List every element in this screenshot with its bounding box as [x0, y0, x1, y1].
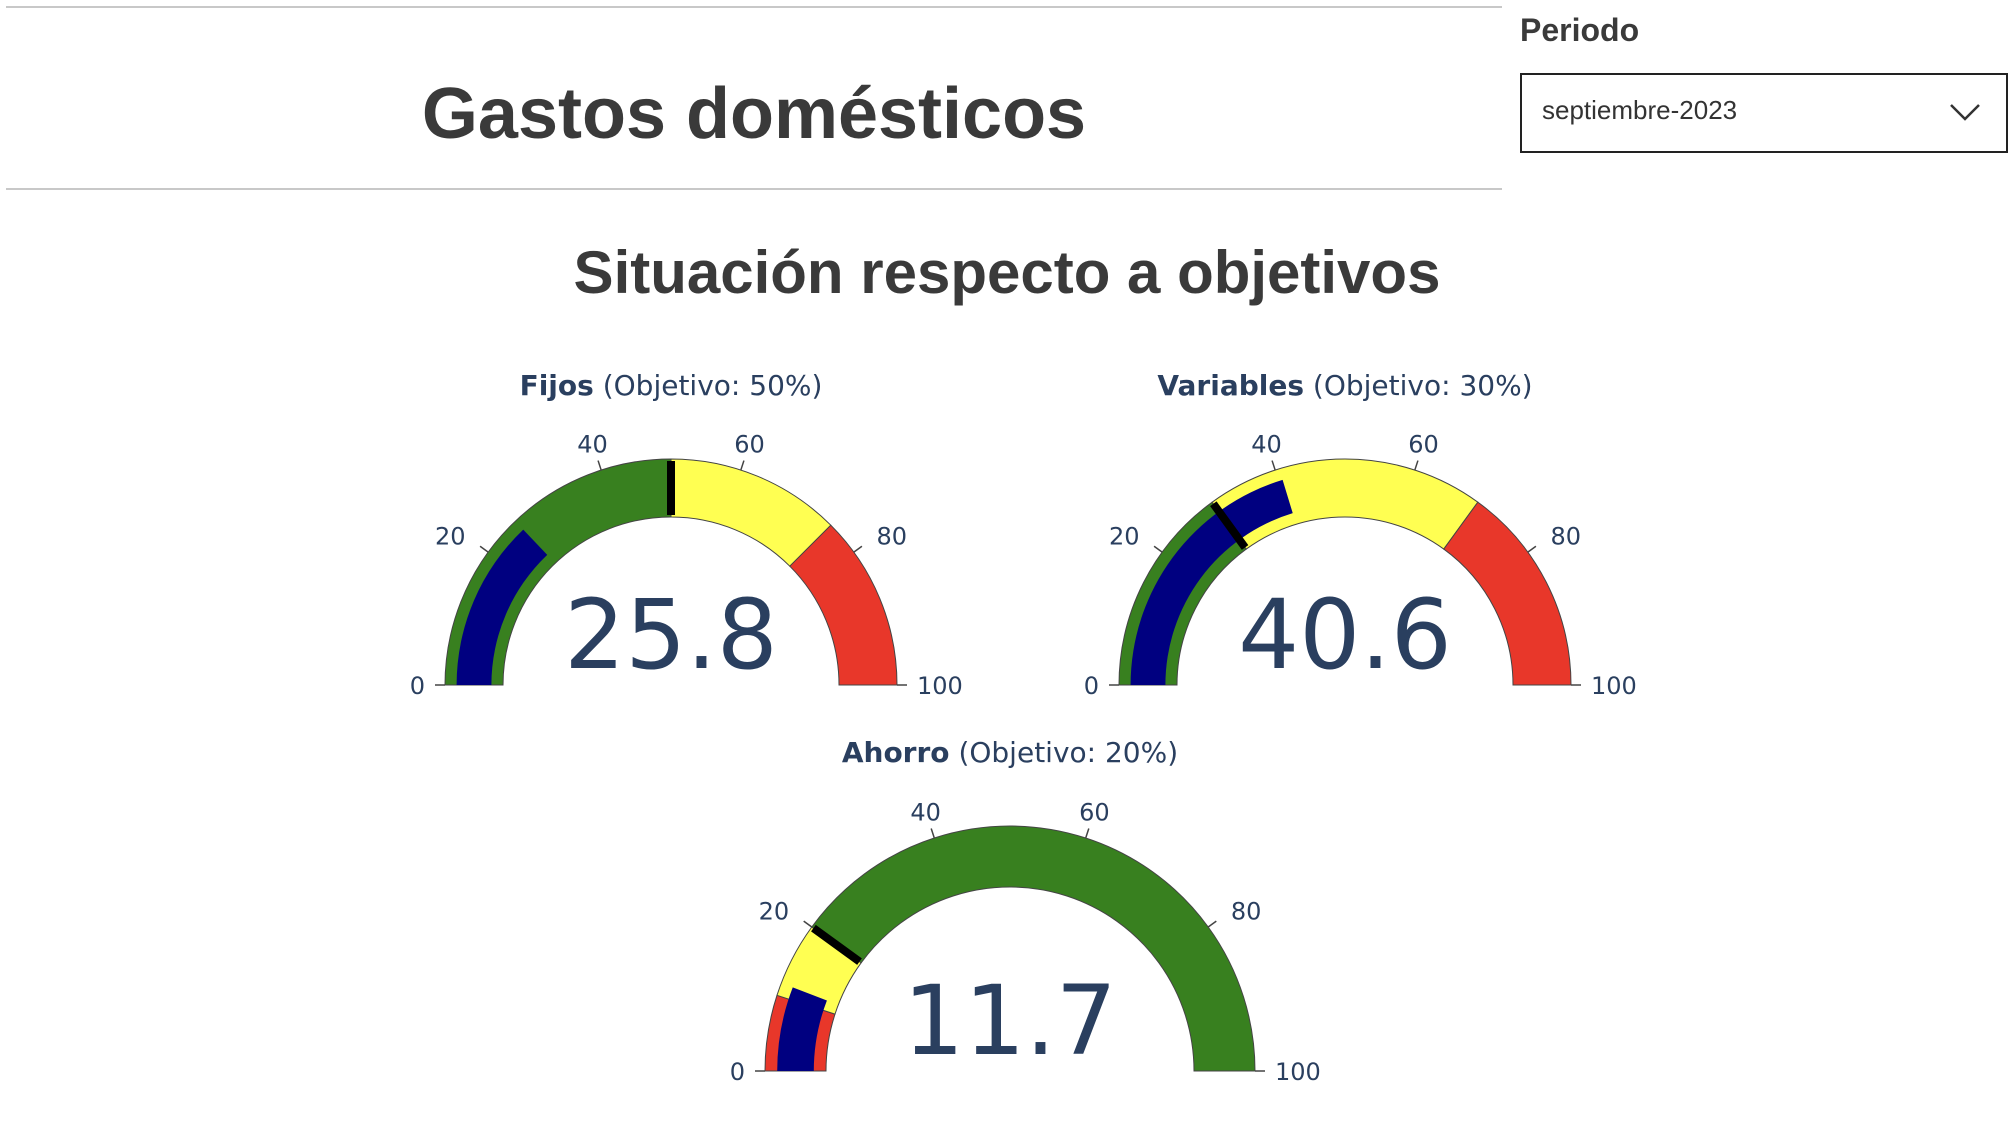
gauge-title-detail: (Objetivo: 30%) [1304, 369, 1533, 402]
gauge-tick-label: 0 [730, 1058, 745, 1086]
gauge-title-bold: Fijos [520, 369, 594, 402]
gauge-tick-label: 40 [1251, 430, 1282, 458]
gauge-title-bold: Ahorro [842, 736, 950, 769]
gauge-value-label: 25.8 [564, 579, 778, 691]
gauge-title-detail: (Objetivo: 50%) [594, 369, 823, 402]
gauge-title: Variables (Objetivo: 30%) [1157, 369, 1532, 402]
gauge-variables: 0 20 40 60 80 100 Variables (Objetivo: 30%) 40.… [1084, 369, 1637, 700]
gauge-threshold-marker [1210, 501, 1249, 550]
gauge-value-bar [456, 529, 548, 685]
gauge-tick-label: 100 [1275, 1058, 1321, 1086]
gauge-threshold-marker [811, 924, 862, 965]
gauge-title: Ahorro (Objetivo: 20%) [842, 736, 1178, 769]
gauge-tick-label: 0 [1084, 672, 1099, 700]
gauge-tick [1207, 920, 1217, 928]
chevron-down-icon[interactable] [1948, 101, 1982, 123]
gauge-tick-label: 40 [910, 798, 941, 826]
gauge-tick-label: 40 [577, 430, 608, 458]
gauge-tick [1153, 545, 1163, 553]
gauge-tick-label: 20 [1109, 523, 1140, 551]
gauge-value-label: 11.7 [903, 965, 1117, 1077]
period-selected-value: septiembre-2023 [1542, 95, 1738, 125]
gauge-tick [740, 460, 745, 471]
section-title: Situación respecto a objetivos [573, 239, 1441, 306]
gauge-ahorro: 0 20 40 60 80 100 Ahorro (Objetivo: 20%) 11.7 [730, 736, 1321, 1086]
gauge-tick [1271, 460, 1276, 471]
gauge-tick-label: 100 [917, 672, 963, 700]
period-label: Periodo [1520, 12, 1640, 48]
gauge-tick-label: 20 [759, 898, 790, 926]
gauge-tick [597, 460, 602, 471]
gauge-tick [803, 920, 813, 928]
page-title: Gastos domésticos [421, 74, 1087, 154]
gauge-tick [479, 545, 489, 553]
gauge-tick-label: 80 [1231, 898, 1262, 926]
gauge-tick-label: 60 [734, 430, 765, 458]
gauge-title-bold: Variables [1157, 369, 1304, 402]
gauge-tick [1084, 828, 1090, 839]
header-bottom-rule [6, 188, 1502, 190]
gauge-tick-label: 20 [435, 523, 466, 551]
gauge-tick-label: 80 [1550, 523, 1581, 551]
gauge-tick [853, 545, 863, 553]
gauge-title: Fijos (Objetivo: 50%) [520, 369, 823, 402]
gauge-tick-label: 60 [1408, 430, 1439, 458]
header-top-rule [6, 6, 1502, 8]
gauge-title-detail: (Objetivo: 20%) [950, 736, 1179, 769]
gauge-value-label: 40.6 [1238, 579, 1452, 691]
gauge-tick [930, 828, 936, 839]
gauge-tick-label: 80 [876, 523, 907, 551]
gauge-tick-label: 60 [1079, 798, 1110, 826]
period-dropdown[interactable]: septiembre-2023 [1520, 73, 2008, 153]
gauge-tick [1414, 460, 1419, 471]
gauge-tick-label: 100 [1591, 672, 1637, 700]
gauge-tick-label: 0 [410, 672, 425, 700]
gauge-fijos: 0 20 40 60 80 100 Fijos (Objetivo: 50%) 25.8 [410, 369, 963, 700]
gauge-tick [1527, 545, 1537, 553]
gauge-step-green [811, 825, 1256, 1072]
gauge-value-bar [777, 987, 827, 1071]
gauge-value-bar [1130, 479, 1293, 685]
